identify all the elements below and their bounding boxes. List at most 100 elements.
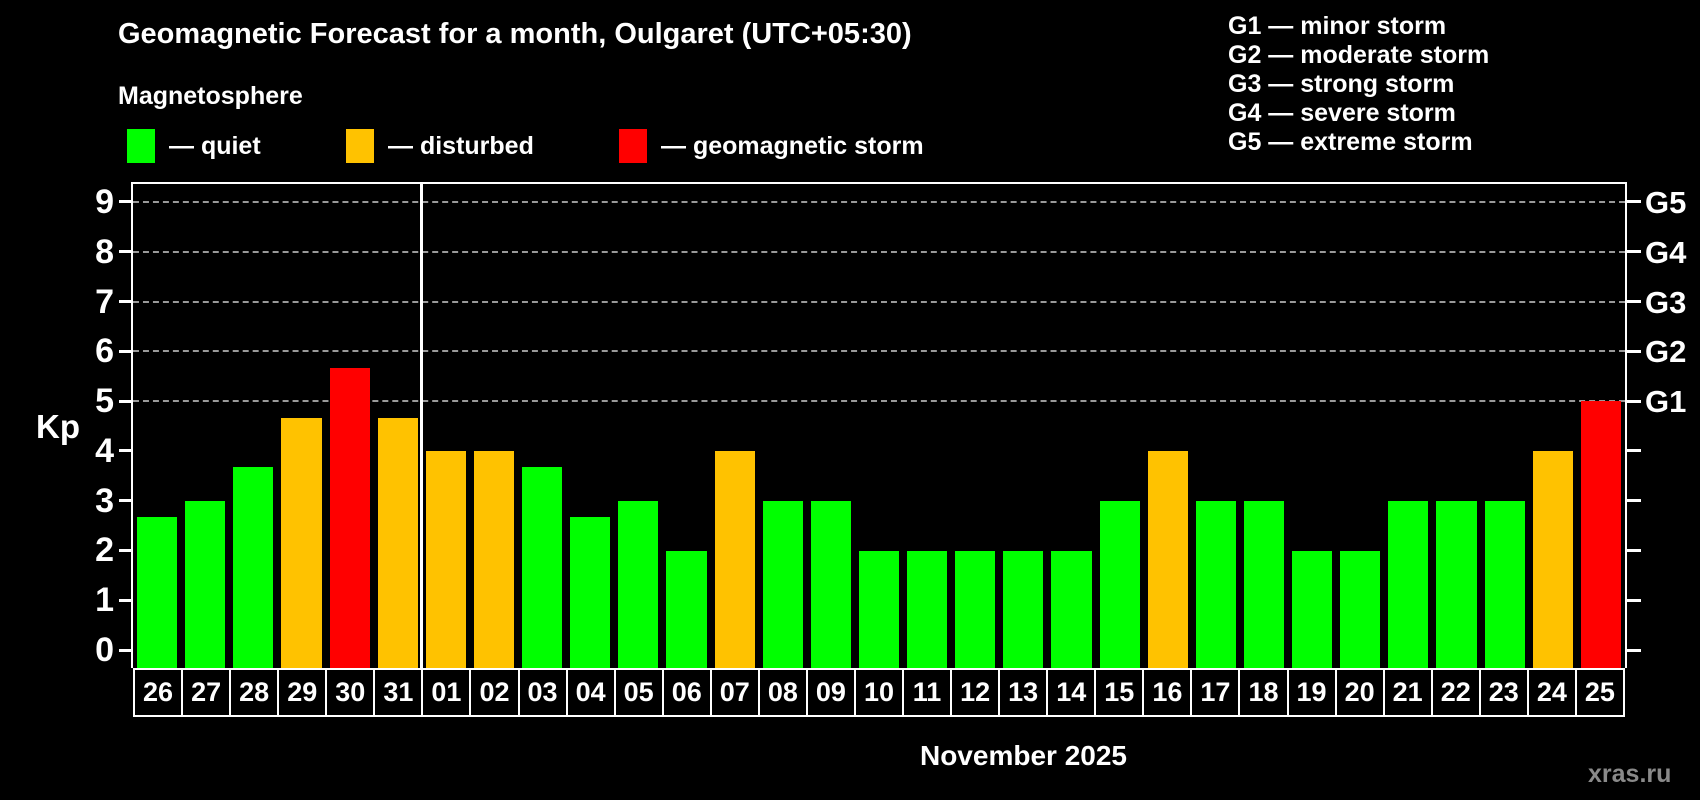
plot-border-left bbox=[131, 182, 133, 668]
date-cell-15: 15 bbox=[1096, 670, 1145, 715]
y-axis-label-7: 7 bbox=[95, 282, 114, 321]
g-scale-line-3: G3 — strong storm bbox=[1228, 70, 1455, 98]
plot-border-top bbox=[133, 182, 1625, 184]
date-cell-19: 19 bbox=[1289, 670, 1337, 715]
bar-02 bbox=[473, 450, 515, 668]
bar-29 bbox=[281, 417, 322, 668]
bar-14 bbox=[1051, 550, 1092, 668]
y-axis-tick-right-4 bbox=[1627, 449, 1641, 453]
date-cell-23: 23 bbox=[1481, 670, 1529, 715]
y-axis-tick-right-6 bbox=[1627, 349, 1641, 353]
date-cell-21: 21 bbox=[1385, 670, 1433, 715]
bar-22 bbox=[1436, 500, 1477, 668]
chart-subtitle: Magnetosphere bbox=[118, 82, 303, 110]
g-scale-line-2: G2 — moderate storm bbox=[1228, 41, 1490, 69]
y-axis-tick-left-2 bbox=[119, 548, 133, 552]
g-scale-line-1: G1 — minor storm bbox=[1228, 12, 1447, 40]
bar-03 bbox=[522, 467, 563, 668]
date-cell-16: 16 bbox=[1144, 670, 1193, 715]
disturbed-swatch-icon bbox=[346, 129, 374, 163]
date-cell-03: 03 bbox=[520, 670, 568, 715]
y-axis-label-6: 6 bbox=[95, 332, 114, 371]
color-legend: — quiet — disturbed — geomagnetic storm bbox=[0, 126, 1100, 166]
y-axis-label-4: 4 bbox=[95, 431, 114, 470]
date-cell-29: 29 bbox=[279, 670, 328, 715]
bar-24 bbox=[1532, 450, 1573, 668]
right-axis-label-g4: G4 bbox=[1645, 234, 1687, 270]
bar-16 bbox=[1147, 450, 1188, 668]
y-axis-tick-left-5 bbox=[119, 399, 133, 403]
date-cell-04: 04 bbox=[568, 670, 616, 715]
date-cell-22: 22 bbox=[1433, 670, 1481, 715]
bar-31 bbox=[377, 417, 418, 668]
bar-26 bbox=[137, 517, 178, 668]
bar-27 bbox=[185, 500, 226, 668]
grid-line-kp8 bbox=[133, 250, 1625, 253]
bar-05 bbox=[618, 500, 659, 668]
bar-12 bbox=[955, 550, 996, 668]
legend-label-quiet: — quiet bbox=[169, 131, 261, 160]
month-divider-line bbox=[420, 184, 424, 668]
bar-11 bbox=[907, 550, 948, 668]
chart-title: Geomagnetic Forecast for a month, Oulgar… bbox=[118, 18, 912, 50]
right-axis-label-g2: G2 bbox=[1645, 334, 1687, 370]
g-scale-legend: G1 — minor storm G2 — moderate storm G3 — … bbox=[1228, 12, 1489, 157]
bar-13 bbox=[1003, 550, 1044, 668]
plot-border-right bbox=[1625, 182, 1627, 668]
bar-21 bbox=[1388, 500, 1429, 668]
y-axis-tick-left-4 bbox=[119, 449, 133, 453]
date-cell-20: 20 bbox=[1337, 670, 1385, 715]
y-axis-tick-right-9 bbox=[1627, 200, 1641, 204]
bar-30 bbox=[329, 367, 370, 668]
bar-09 bbox=[810, 500, 851, 668]
date-cell-05: 05 bbox=[616, 670, 664, 715]
bar-23 bbox=[1484, 500, 1525, 668]
date-cell-28: 28 bbox=[231, 670, 280, 715]
date-cell-26: 26 bbox=[135, 670, 184, 715]
bar-28 bbox=[233, 467, 274, 668]
legend-label-disturbed: — disturbed bbox=[388, 131, 534, 160]
legend-item-storm: — geomagnetic storm bbox=[619, 126, 924, 166]
date-cell-01: 01 bbox=[423, 670, 472, 715]
grid-line-kp9 bbox=[133, 200, 1625, 203]
grid-line-kp6 bbox=[133, 350, 1625, 353]
bar-08 bbox=[762, 500, 803, 668]
date-cell-10: 10 bbox=[856, 670, 904, 715]
date-cell-25: 25 bbox=[1584, 677, 1615, 707]
right-axis-label-g5: G5 bbox=[1645, 184, 1687, 220]
date-cell-09: 09 bbox=[808, 670, 856, 715]
g-scale-line-5: G5 — extreme storm bbox=[1228, 128, 1473, 156]
y-axis-tick-right-1 bbox=[1627, 598, 1641, 602]
date-cell-11: 11 bbox=[904, 670, 953, 715]
grid-line-kp7 bbox=[133, 300, 1625, 303]
y-axis-tick-right-5 bbox=[1627, 399, 1641, 403]
right-axis-label-g1: G1 bbox=[1645, 384, 1687, 420]
bar-18 bbox=[1243, 500, 1285, 668]
date-cell-31: 31 bbox=[375, 670, 424, 715]
date-cell-07: 07 bbox=[712, 670, 760, 715]
grid-line-kp5 bbox=[133, 400, 1625, 403]
y-axis-tick-left-9 bbox=[119, 200, 133, 204]
y-axis-label-0: 0 bbox=[95, 631, 114, 670]
date-cell-13: 13 bbox=[1000, 670, 1049, 715]
y-axis-label-3: 3 bbox=[95, 481, 114, 520]
date-cell-17: 17 bbox=[1192, 670, 1241, 715]
y-axis-label-5: 5 bbox=[95, 382, 114, 421]
y-axis-tick-left-0 bbox=[119, 648, 133, 652]
bar-04 bbox=[570, 517, 611, 668]
bar-19 bbox=[1292, 550, 1333, 668]
y-axis-tick-right-7 bbox=[1627, 300, 1641, 303]
y-axis-tick-right-0 bbox=[1627, 648, 1641, 652]
legend-label-storm: — geomagnetic storm bbox=[661, 131, 924, 160]
y-axis-label-9: 9 bbox=[95, 182, 114, 221]
legend-item-quiet: — quiet bbox=[127, 126, 261, 166]
date-cell-18: 18 bbox=[1240, 670, 1289, 715]
y-axis-tick-left-6 bbox=[119, 349, 133, 353]
date-cell-08: 08 bbox=[760, 670, 808, 715]
y-axis-tick-right-8 bbox=[1627, 250, 1641, 254]
date-cell-27: 27 bbox=[183, 670, 232, 715]
date-cell-12: 12 bbox=[952, 670, 1001, 715]
legend-item-disturbed: — disturbed bbox=[346, 126, 534, 166]
bar-10 bbox=[858, 550, 900, 668]
